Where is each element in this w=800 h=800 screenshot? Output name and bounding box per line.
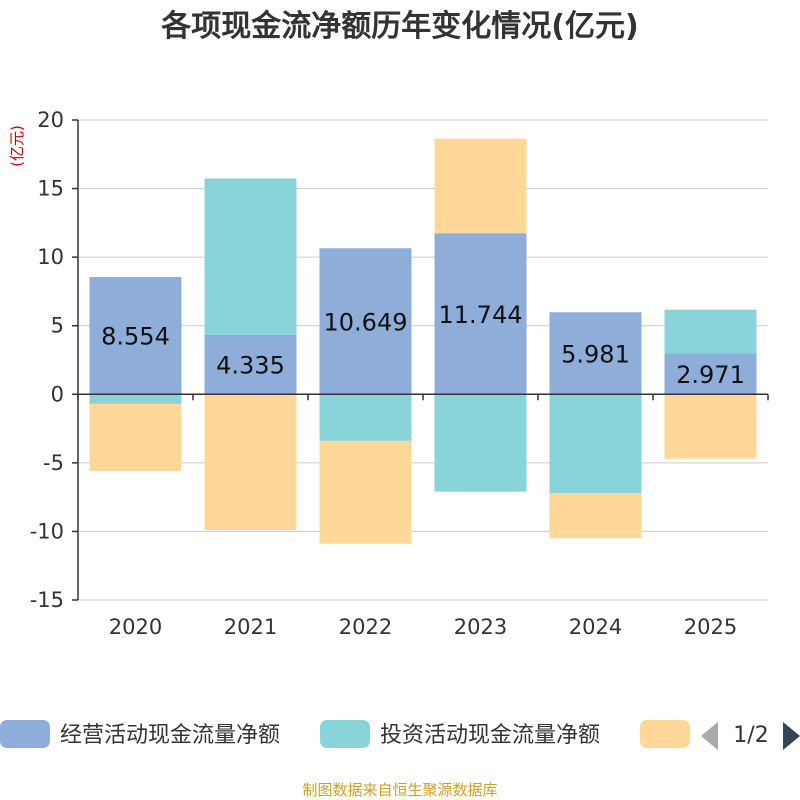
data-labels: 8.554 4.335 10.649 11.744 5.981 2.971 [101,301,745,389]
bar-2024-series-3 [549,493,642,539]
x-tick-label: 2020 [109,615,162,639]
bar-2025-series-3 [664,394,757,459]
bar-2023-series-3 [434,138,527,234]
legend-swatch [320,720,370,748]
bar-2021-series-1 [204,334,297,395]
x-tick-label: 2025 [684,615,737,639]
bar-2025-series-1 [664,353,757,395]
data-label: 10.649 [324,308,408,336]
bar-2020-series-3 [89,403,182,472]
bar-2022-series-2 [319,394,412,441]
bar-2020-series-1 [89,276,182,395]
data-label: 2.971 [676,361,745,389]
x-tick-label: 2023 [454,615,507,639]
legend-label: 经营活动现金流量净额 [60,723,280,748]
y-tick-label: -5 [43,451,64,475]
legend-swatch [0,720,50,748]
gridlines: 20 15 10 5 0 -5 -10 -15 [30,108,768,612]
y-tick-label: 5 [51,314,64,338]
legend-pager: 1/2 [701,722,800,750]
y-tick-label: 10 [37,245,64,269]
chart-title: 各项现金流净额历年变化情况(亿元) [160,9,638,44]
bar-2020-series-2 [89,394,182,404]
source-note: 制图数据来自恒生聚源数据库 [302,781,497,799]
bar-2022-series-3 [319,440,412,544]
y-axis-unit: (亿元) [8,125,26,167]
pager-next-icon[interactable] [783,722,800,750]
y-tick-label: 20 [37,108,64,132]
bar-2024-series-2 [549,394,642,494]
pager-prev-icon[interactable] [701,722,718,750]
x-tick-label: 2022 [339,615,392,639]
data-label: 5.981 [561,340,630,368]
data-label: 8.554 [101,323,170,351]
bar-2025-series-2 [664,309,757,354]
y-tick-label: 15 [37,177,64,201]
y-tick-label: -10 [30,519,64,543]
axes: 2020 2021 2022 2023 2024 2025 [72,119,769,639]
bar-2022-series-1 [319,248,412,395]
legend-label: 投资活动现金流量净额 [380,723,600,748]
bar-2023-series-2 [434,394,527,492]
legend: 经营活动现金流量净额 投资活动现金流量净额 [0,720,690,748]
bar-2021-series-3 [204,394,297,531]
bar-2021-series-2 [204,178,297,335]
x-tick-label: 2024 [569,615,622,639]
bars [89,138,757,544]
y-tick-label: 0 [51,382,64,406]
x-tick-label: 2021 [224,615,277,639]
y-tick-label: -15 [30,588,64,612]
bar-2024-series-1 [549,312,642,395]
pager-label: 1/2 [733,723,768,748]
data-label: 4.335 [216,352,285,380]
bar-2023-series-1 [434,233,527,395]
legend-swatch [640,720,690,748]
data-label: 11.744 [439,301,523,329]
